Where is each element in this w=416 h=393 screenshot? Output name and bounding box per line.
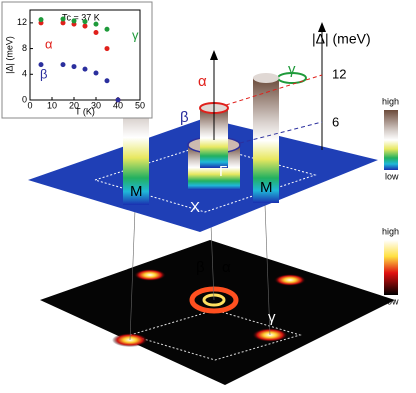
y-tick-label: 0 bbox=[22, 94, 27, 104]
data-point bbox=[60, 62, 66, 68]
label: X bbox=[190, 199, 200, 216]
data-point bbox=[104, 78, 110, 84]
colorbar bbox=[384, 110, 398, 170]
fermi-ring bbox=[189, 286, 239, 314]
data-point bbox=[93, 30, 99, 35]
colorbar-label: low bbox=[385, 296, 399, 306]
fermi-pocket bbox=[274, 274, 306, 286]
inset-axes bbox=[29, 9, 141, 101]
y-axis-label: |Δ| (meV) bbox=[4, 36, 14, 74]
label: γ bbox=[288, 61, 296, 78]
label: α bbox=[198, 73, 207, 90]
guide-line bbox=[225, 74, 323, 106]
colorbar-label: high bbox=[382, 226, 399, 236]
colorbar bbox=[384, 240, 398, 295]
x-tick-label: 50 bbox=[135, 100, 145, 110]
data-point bbox=[82, 66, 88, 72]
data-point bbox=[71, 64, 77, 70]
data-point bbox=[60, 16, 66, 22]
guide-line bbox=[239, 121, 323, 144]
axis-tick: 12 bbox=[332, 66, 346, 81]
axis-label: |Δ| (meV) bbox=[312, 31, 371, 47]
data-point bbox=[104, 26, 110, 32]
arrow bbox=[210, 50, 218, 60]
zone-boundary bbox=[129, 309, 302, 361]
gap-cylinders bbox=[122, 64, 307, 205]
label: M bbox=[260, 179, 273, 196]
label: M bbox=[130, 183, 143, 200]
x-tick-label: 30 bbox=[91, 100, 101, 110]
inset-frame bbox=[1, 1, 153, 119]
colorbar-label: high bbox=[382, 96, 399, 106]
label: Γ bbox=[219, 163, 227, 180]
arrow bbox=[318, 22, 326, 32]
x-tick-label: 40 bbox=[113, 100, 123, 110]
data-point bbox=[60, 20, 66, 26]
series-label: α bbox=[45, 36, 53, 51]
data-point bbox=[93, 70, 99, 76]
y-tick-label: 4 bbox=[22, 69, 27, 79]
data-point bbox=[38, 62, 44, 68]
x-tick-label: 20 bbox=[69, 100, 79, 110]
y-tick-label: 12 bbox=[17, 17, 27, 27]
label: β bbox=[196, 259, 205, 276]
data-point bbox=[82, 23, 88, 29]
axis-tick: 6 bbox=[332, 114, 339, 129]
fermi-pocket bbox=[134, 269, 166, 281]
data-point bbox=[115, 97, 121, 103]
y-tick-label: 8 bbox=[22, 43, 27, 53]
series-label: β bbox=[40, 66, 47, 81]
series-label: γ bbox=[132, 27, 139, 42]
x-tick-label: 0 bbox=[27, 100, 32, 110]
label: β bbox=[180, 109, 189, 126]
label: Γ bbox=[186, 231, 194, 248]
data-point bbox=[93, 21, 99, 27]
data-point bbox=[38, 17, 44, 23]
inset-title: Tc = 37 K bbox=[62, 12, 100, 22]
data-point bbox=[104, 46, 110, 52]
label: α bbox=[222, 259, 231, 276]
data-point bbox=[71, 18, 77, 24]
data-point bbox=[82, 19, 88, 25]
colorbar-label: low bbox=[385, 171, 399, 181]
zone-boundary bbox=[94, 144, 317, 213]
x-axis-label: T (K) bbox=[75, 106, 95, 116]
x-tick-label: 10 bbox=[47, 100, 57, 110]
label: γ bbox=[268, 309, 276, 326]
